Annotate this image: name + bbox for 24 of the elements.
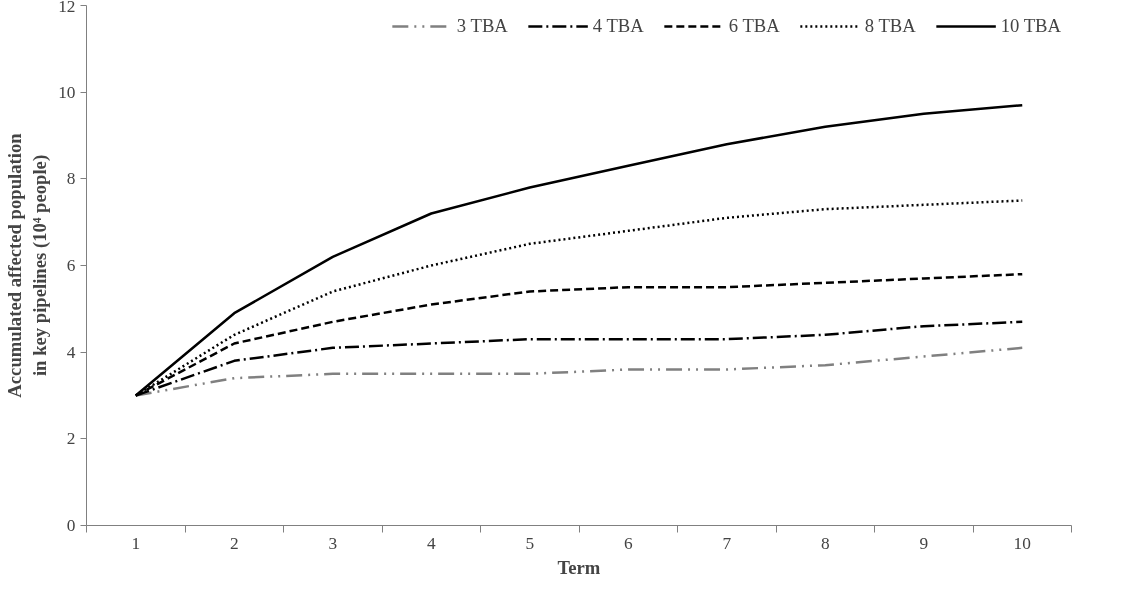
y-tick-label: 4 <box>66 342 76 362</box>
x-tick-label: 9 <box>919 533 929 553</box>
x-tick-label: 8 <box>820 533 830 553</box>
x-tick-label: 10 <box>1013 533 1031 553</box>
x-tick-label: 6 <box>623 533 633 553</box>
legend-label: 6 TBA <box>728 15 780 37</box>
y-tick-label: 0 <box>66 516 76 535</box>
y-tick-label: 10 <box>58 82 76 102</box>
legend-label: 4 TBA <box>592 15 644 37</box>
y-tick-label: 12 <box>58 0 76 16</box>
x-axis-title: Term <box>557 556 601 578</box>
legend-label: 10 TBA <box>1000 15 1061 37</box>
y-tick-label: 8 <box>66 169 76 189</box>
x-tick-label: 5 <box>525 533 535 553</box>
x-tick-label: 7 <box>722 533 732 553</box>
legend-label: 8 TBA <box>864 15 916 37</box>
y-tick-label: 2 <box>66 429 76 449</box>
x-tick-label: 2 <box>229 533 239 553</box>
y-axis-title: Accumulated affected population in key pipelines (10⁴ people) <box>3 132 52 398</box>
y-tick-label: 6 <box>66 256 76 275</box>
x-tick-label: 1 <box>131 533 141 553</box>
x-tick-label: 4 <box>426 533 436 553</box>
x-tick-label: 3 <box>328 533 338 553</box>
legend-label: 3 TBA <box>456 15 508 37</box>
